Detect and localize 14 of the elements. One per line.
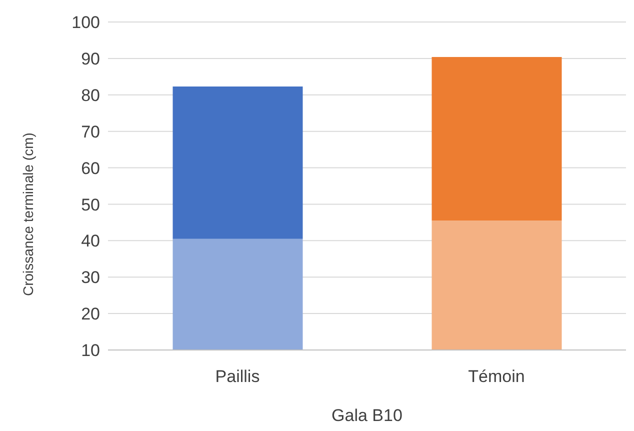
- x-tick-label: Témoin: [468, 367, 525, 386]
- x-axis-title: Gala B10: [332, 406, 402, 425]
- y-tick-label: 10: [81, 341, 100, 360]
- y-tick-label: 20: [81, 304, 100, 324]
- x-tick-label: Paillis: [215, 367, 260, 386]
- y-tick-label: 90: [81, 49, 100, 68]
- y-tick-label: 80: [81, 86, 100, 105]
- y-tick-label: 60: [81, 158, 100, 178]
- y-tick-label: 50: [81, 195, 100, 214]
- y-tick-label: 100: [72, 13, 100, 32]
- y-tick-label: 70: [81, 122, 100, 142]
- y-axis-title: Croissance terminale (cm): [20, 132, 36, 296]
- y-tick-label: 30: [81, 268, 100, 288]
- y-tick-label: 40: [81, 232, 100, 251]
